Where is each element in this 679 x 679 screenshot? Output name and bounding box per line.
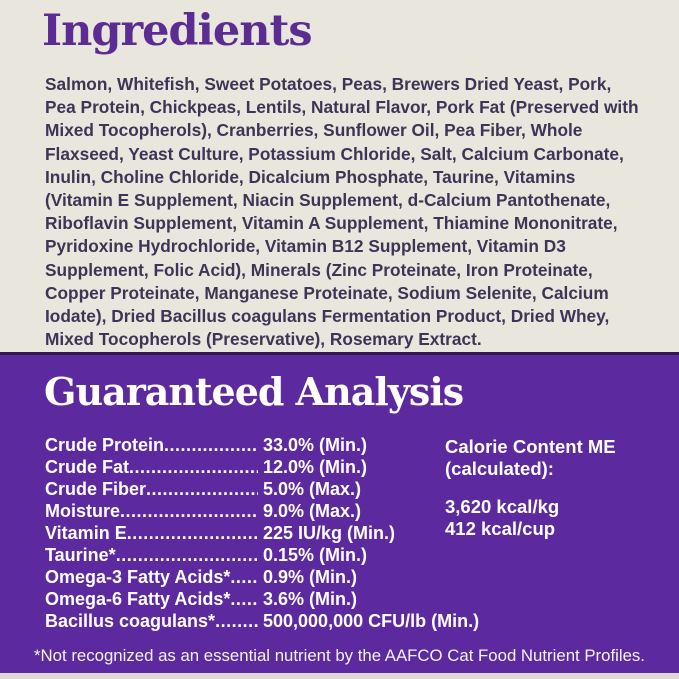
table-row: Vitamin E...............................… bbox=[45, 522, 479, 544]
guaranteed-analysis-title: Guaranteed Analysis bbox=[44, 369, 464, 414]
leader-dots: ........................................… bbox=[129, 457, 258, 477]
table-row: Taurine*................................… bbox=[45, 544, 479, 566]
row-label: Moisture bbox=[45, 501, 121, 521]
leader-dots: ........................................… bbox=[115, 545, 258, 565]
row-value: 9.0% (Max.) bbox=[263, 501, 362, 521]
leader-dots: ........................................… bbox=[164, 435, 258, 455]
row-label: Bacillus coagulans* bbox=[45, 611, 216, 631]
ingredients-text: Salmon, Whitefish, Sweet Potatoes, Peas,… bbox=[45, 74, 639, 350]
row-label: Crude Fiber bbox=[45, 479, 147, 499]
ingredients-title: Ingredients bbox=[42, 6, 313, 56]
row-value: 33.0% (Min.) bbox=[263, 435, 368, 455]
row-label: Crude Protein bbox=[45, 435, 165, 455]
table-row: Crude Fiber.............................… bbox=[45, 478, 479, 500]
guaranteed-analysis-section: Guaranteed Analysis Crude Protein.......… bbox=[0, 352, 679, 673]
leader-dots: ........................................… bbox=[146, 479, 258, 499]
table-row: Moisture................................… bbox=[45, 500, 479, 522]
calorie-content: Calorie Content ME (calculated): 3,620 k… bbox=[445, 436, 616, 540]
table-row: Omega-3 Fatty Acids*....................… bbox=[45, 566, 479, 588]
row-label: Taurine* bbox=[45, 545, 116, 565]
spacer bbox=[445, 480, 616, 496]
calorie-heading-line1: Calorie Content ME bbox=[445, 436, 616, 457]
calorie-heading-line2: (calculated): bbox=[445, 458, 554, 479]
leader-dots: ........................................… bbox=[215, 611, 258, 631]
bottom-edge-strip bbox=[0, 673, 679, 679]
table-row: Bacillus coagulans*.....................… bbox=[45, 610, 479, 632]
leader-dots: ........................................… bbox=[230, 589, 258, 609]
analysis-table: Crude Protein...........................… bbox=[45, 434, 479, 632]
table-row: Omega-6 Fatty Acids*....................… bbox=[45, 588, 479, 610]
calorie-value-kg: 3,620 kcal/kg bbox=[445, 496, 560, 517]
row-label: Vitamin E bbox=[45, 523, 127, 543]
row-value: 0.9% (Min.) bbox=[263, 567, 358, 587]
ingredients-section: Ingredients Salmon, Whitefish, Sweet Pot… bbox=[42, 6, 639, 350]
row-value: 0.15% (Min.) bbox=[263, 545, 368, 565]
row-value: 500,000,000 CFU/lb (Min.) bbox=[263, 611, 480, 631]
calorie-value-cup: 412 kcal/cup bbox=[445, 518, 556, 539]
row-value: 225 IU/kg (Min.) bbox=[263, 523, 396, 543]
row-label: Crude Fat bbox=[45, 457, 130, 477]
leader-dots: ........................................… bbox=[230, 567, 258, 587]
aafco-footnote: *Not recognized as an essential nutrient… bbox=[34, 646, 645, 665]
row-value: 5.0% (Max.) bbox=[263, 479, 362, 499]
row-label: Omega-6 Fatty Acids* bbox=[45, 589, 231, 609]
row-value: 12.0% (Min.) bbox=[263, 457, 368, 477]
row-value: 3.6% (Min.) bbox=[263, 589, 358, 609]
leader-dots: ........................................… bbox=[120, 501, 258, 521]
table-row: Crude Protein...........................… bbox=[45, 434, 479, 456]
row-label: Omega-3 Fatty Acids* bbox=[45, 567, 231, 587]
leader-dots: ........................................… bbox=[126, 523, 258, 543]
table-row: Crude Fat...............................… bbox=[45, 456, 479, 478]
